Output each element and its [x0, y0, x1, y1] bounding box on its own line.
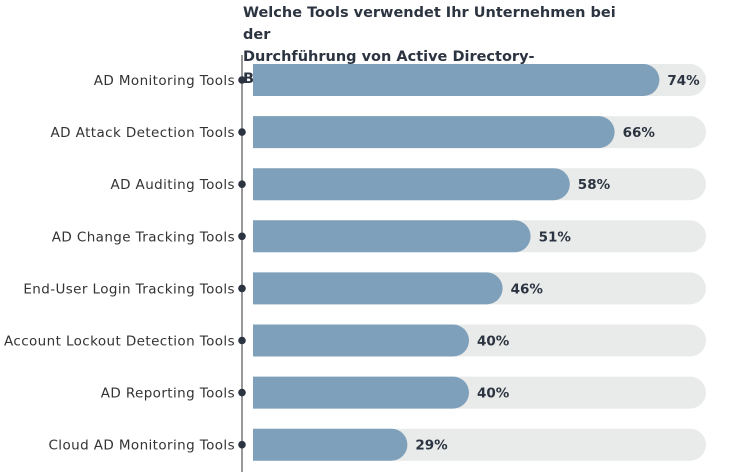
bar [253, 324, 469, 357]
category-label: AD Reporting Tools [101, 386, 235, 402]
axis-dot [238, 336, 246, 345]
category-label: Account Lockout Detection Tools [4, 334, 235, 350]
bar-row: Account Lockout Detection Tools 40% [4, 324, 706, 357]
bar-row: AD Auditing Tools 58% [110, 168, 706, 201]
bar-row: AD Attack Detection Tools 66% [51, 116, 706, 149]
bar-row: Cloud AD Monitoring Tools 29% [48, 428, 706, 461]
data-label: 29% [415, 438, 448, 454]
axis-dot [238, 128, 246, 136]
category-label: End-User Login Tracking Tools [23, 281, 235, 297]
bar [253, 376, 469, 409]
data-label: 40% [477, 334, 510, 350]
bar [253, 116, 615, 149]
bar [253, 64, 660, 96]
category-label: AD Monitoring Tools [94, 73, 235, 89]
data-label: 74% [667, 73, 700, 89]
bar-row: AD Change Tracking Tools 51% [52, 220, 706, 253]
axis-dot [238, 76, 246, 84]
category-label: AD Attack Detection Tools [51, 125, 235, 141]
title-line-1: Welche Tools verwendet Ihr Unternehmen b… [243, 5, 616, 43]
data-label: 66% [623, 125, 656, 141]
axis-dot [238, 284, 246, 293]
bar-row: End-User Login Tracking Tools 46% [23, 272, 706, 305]
category-label: AD Change Tracking Tools [52, 229, 235, 245]
bar-row: AD Reporting Tools 40% [101, 376, 706, 409]
axis-dot [238, 388, 246, 397]
data-label: 40% [477, 386, 510, 402]
axis-dot [238, 180, 246, 188]
axis-dot [238, 232, 246, 241]
data-label: 46% [511, 281, 544, 297]
bar [253, 272, 503, 305]
bar [253, 168, 570, 201]
category-label: Cloud AD Monitoring Tools [48, 438, 235, 454]
bar-row: AD Monitoring Tools 74% [94, 64, 706, 96]
axis-dot [238, 440, 246, 449]
data-label: 58% [578, 177, 611, 193]
data-label: 51% [539, 229, 572, 245]
bar [253, 220, 531, 253]
category-label: AD Auditing Tools [110, 177, 235, 193]
bar [253, 428, 408, 461]
